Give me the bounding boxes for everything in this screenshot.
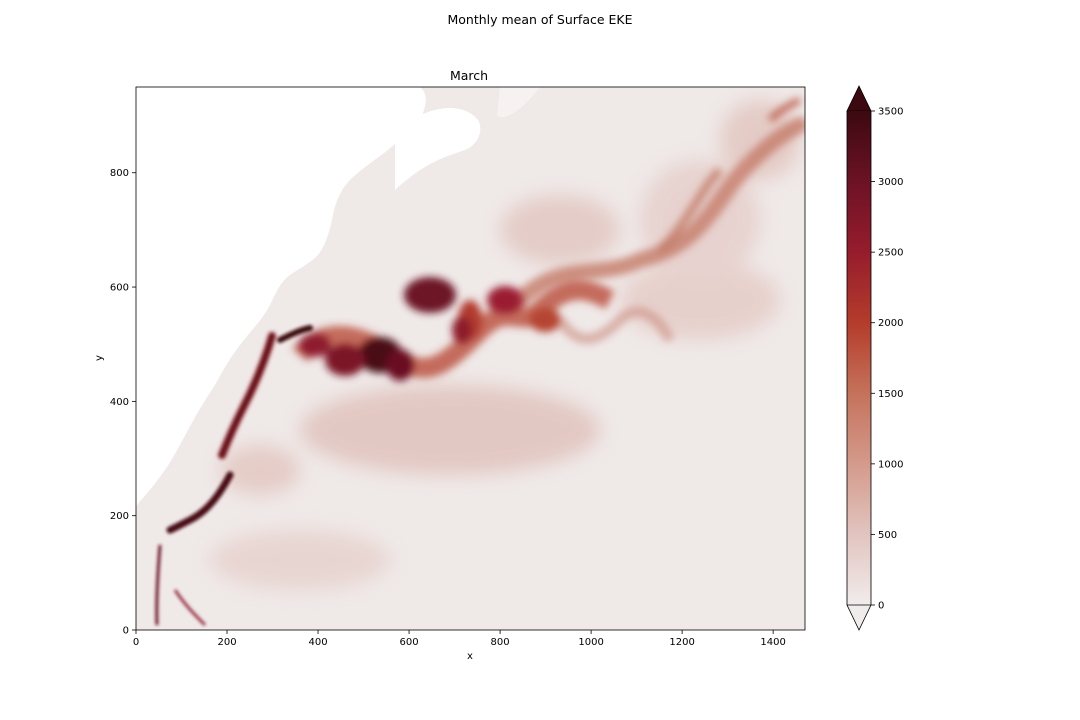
gs-separation xyxy=(277,325,313,343)
colorbar: 0 500 1000 1500 2000 2500 3000 3500 xyxy=(846,85,903,631)
colorbar-tick-label: 1000 xyxy=(878,459,903,470)
y-axis-label: y xyxy=(94,355,105,361)
nac-band xyxy=(512,117,805,308)
colorbar-extend-max xyxy=(846,85,872,112)
y-tick-label: 200 xyxy=(110,511,129,522)
nac-filament-a xyxy=(657,167,723,253)
gs-hot-spot-1 xyxy=(404,277,456,313)
colorbar-tick-label: 500 xyxy=(878,530,897,541)
eke-patch-mid-atlantic xyxy=(500,195,620,265)
colorbar-body xyxy=(847,111,871,605)
x-tick-label: 0 xyxy=(133,637,139,648)
eastern-eddies xyxy=(555,306,675,344)
x-tick-label: 400 xyxy=(308,637,327,648)
colorbar-tick-label: 1500 xyxy=(878,389,903,400)
colorbar-tick-label: 3000 xyxy=(878,177,903,188)
axes: 0 200 400 600 800 1000 1200 1400 0200400600800 … xyxy=(94,86,806,662)
colorbar-outline xyxy=(846,111,872,605)
y-tick-label: 800 xyxy=(110,168,129,179)
gs-hot-spot-5 xyxy=(325,344,365,376)
colorbar-tick-label: 2000 xyxy=(878,318,903,329)
colorbar-tick-label: 0 xyxy=(878,601,884,612)
gs-hot-spot-2 xyxy=(487,286,523,314)
x-axis-label: x xyxy=(467,651,473,662)
x-tick-label: 800 xyxy=(491,637,510,648)
eke-patch-north xyxy=(720,100,800,180)
x-tick-label: 600 xyxy=(400,637,419,648)
axes-frame xyxy=(135,86,806,631)
x-tick-label: 1200 xyxy=(669,637,694,648)
land-coast-shadow xyxy=(497,87,540,118)
antilles-current xyxy=(173,589,206,626)
x-tick-label: 200 xyxy=(217,637,236,648)
eke-patch-gulf-basin xyxy=(300,385,600,475)
florida-current xyxy=(155,544,162,626)
land-north-america xyxy=(136,87,426,507)
y-tick-label: 0 xyxy=(123,626,129,637)
land-newfoundland xyxy=(395,108,481,190)
axes-title: March xyxy=(450,68,488,83)
y-tick-label: 600 xyxy=(110,283,129,294)
x-tick-label: 1400 xyxy=(760,637,785,648)
gulf-stream-halo xyxy=(217,331,277,460)
nac-filament-b xyxy=(696,157,755,234)
colorbar-extend-min xyxy=(846,604,872,631)
heatmap-field xyxy=(136,87,805,630)
nac-filament-c xyxy=(767,96,802,123)
gs-hot-spot-8 xyxy=(452,316,472,344)
gs-hot-spot-9 xyxy=(529,308,561,332)
y-tick-label: 400 xyxy=(110,397,129,408)
figure-suptitle: Monthly mean of Surface EKE xyxy=(447,12,632,27)
loop-current xyxy=(166,471,234,534)
x-tick-label: 1000 xyxy=(578,637,603,648)
colorbar-tick-label: 2500 xyxy=(878,248,903,259)
gs-hot-spot-6 xyxy=(299,333,331,357)
eke-patch-west xyxy=(220,445,300,495)
gs-hot-spot-7 xyxy=(386,349,414,381)
colorbar-tick-label: 3500 xyxy=(878,107,903,118)
eke-patch-south xyxy=(210,530,390,590)
